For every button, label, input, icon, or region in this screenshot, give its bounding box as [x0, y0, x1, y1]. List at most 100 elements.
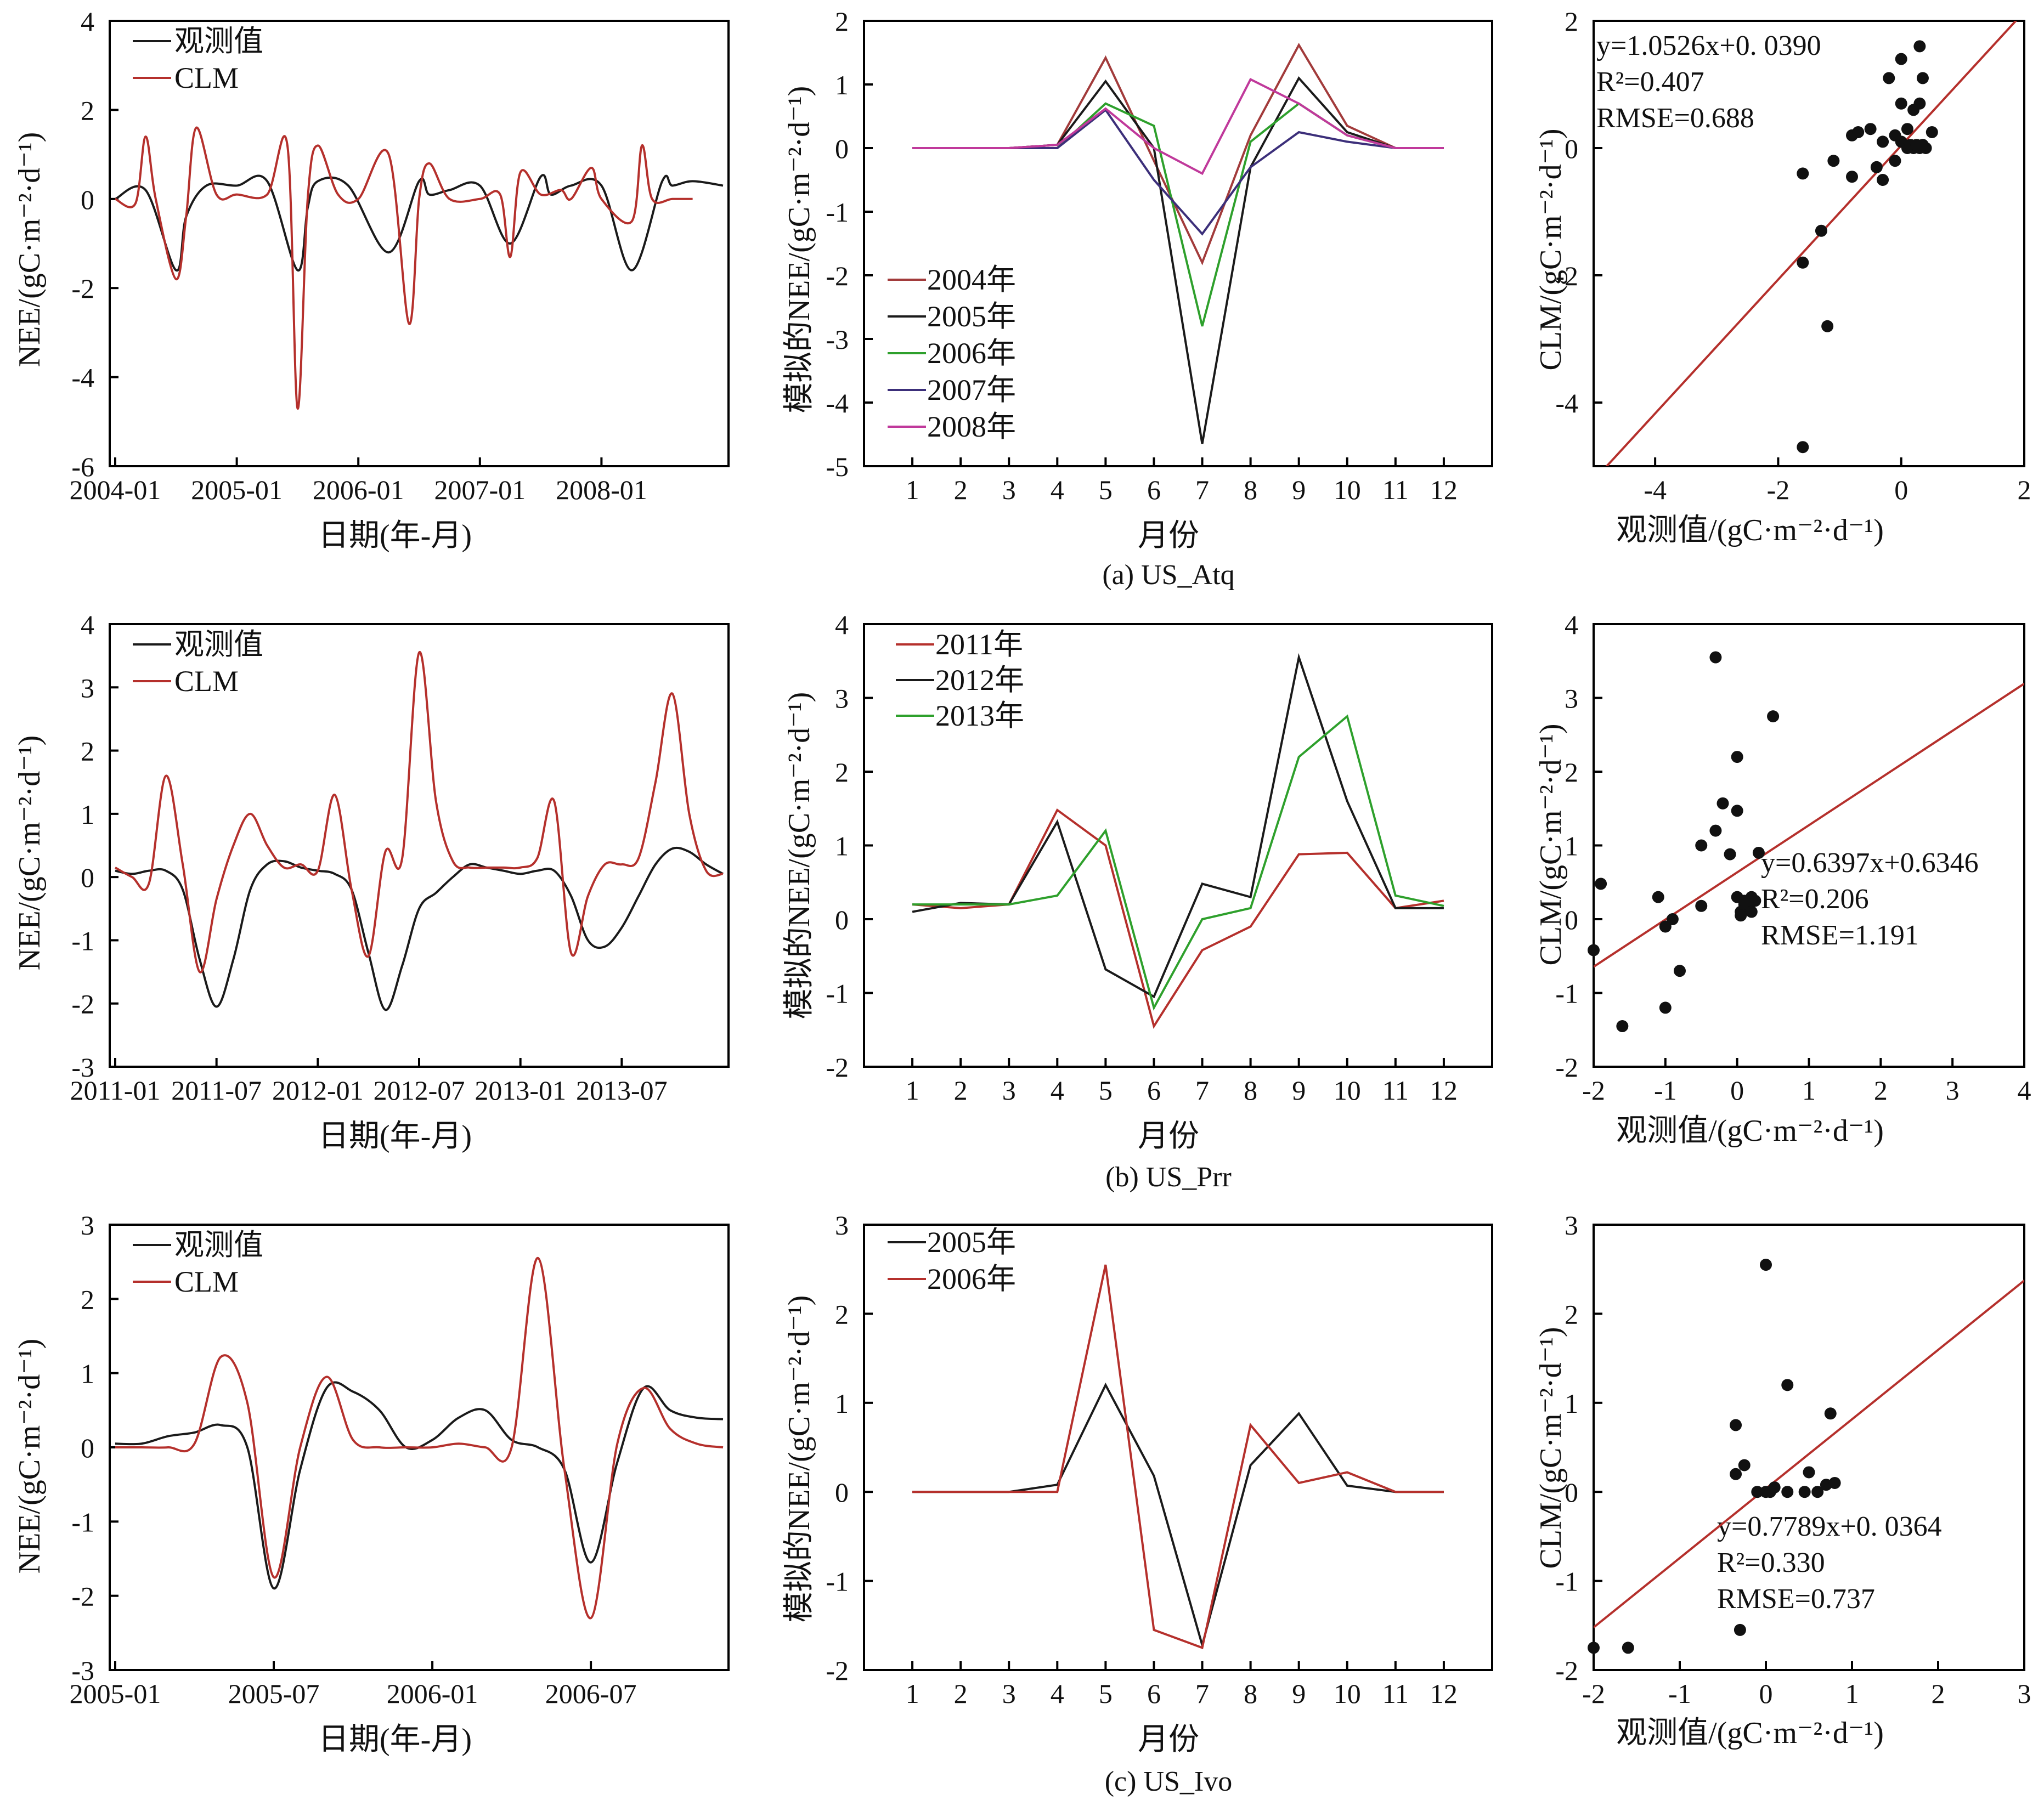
sc-b-ylabel: CLM/(gC·m⁻²·d⁻¹): [1534, 723, 1568, 965]
ts-b-xlabel: 日期(年-月): [318, 1119, 472, 1153]
scatter-point: [1716, 797, 1729, 810]
y-tick-label: -2: [71, 989, 94, 1020]
sc-c-xlabel: 观测值/(gC·m⁻²·d⁻¹): [1616, 1716, 1884, 1750]
y-tick-label: 2: [81, 736, 94, 767]
y-tick-label: 3: [81, 672, 94, 703]
y-tick-label: 0: [835, 133, 849, 164]
ts-a-xlabel: 日期(年-月): [318, 519, 472, 553]
scatter-point: [1797, 441, 1809, 454]
legend-mon-b: 2011年 2012年 2013年: [896, 628, 1024, 732]
y-tick-label: 0: [1565, 133, 1578, 164]
x-tick-label: 4: [1051, 1678, 1064, 1709]
stats-a-equation: y=1.0526x+0. 0390: [1596, 30, 1821, 61]
scatter-point: [1731, 805, 1743, 817]
scatter-point: [1797, 256, 1809, 269]
panel-c-scatter: -2 -1 0 1 2 3 -2 -1 0 1 2 3: [1555, 1210, 2031, 1709]
stats-a: y=1.0526x+0. 0390 R²=0.407 RMSE=0.688: [1596, 30, 1821, 134]
x-tick-label: 2: [1874, 1075, 1888, 1106]
scatter-point: [1724, 848, 1736, 861]
x-tick-label: -1: [1668, 1678, 1691, 1709]
y-tick-label: 2: [835, 757, 849, 788]
x-tick-label: 1: [906, 1678, 919, 1709]
scatter-point: [1751, 1486, 1764, 1498]
y-tick-label: 2: [835, 1299, 849, 1329]
x-tick-label: 1: [1845, 1678, 1859, 1709]
axes-frame: [1593, 20, 2025, 467]
scatter-point: [1821, 320, 1834, 332]
x-tick-label: 12: [1430, 1075, 1458, 1106]
scatter-point: [1926, 126, 1938, 138]
scatter-point: [1803, 1466, 1815, 1479]
scatter-point: [1824, 1407, 1837, 1420]
y-tick-label: -2: [826, 261, 849, 291]
y-tick-label: -1: [1555, 978, 1578, 1009]
sc-c-ylabel: CLM/(gC·m⁻²·d⁻¹): [1534, 1327, 1568, 1569]
scatter-point: [1815, 224, 1827, 237]
scatter-point: [1730, 1468, 1742, 1480]
y-tick-label: -1: [71, 925, 94, 956]
y-tick-label: 4: [835, 609, 849, 640]
x-tick-label: 2006-01: [313, 474, 404, 505]
ts-c-ylabel: NEE/(gC·m⁻²·d⁻¹): [13, 1339, 47, 1574]
axes-frame: [109, 20, 730, 467]
ts-c-xlabel: 日期(年-月): [318, 1723, 472, 1757]
x-tick-label: 11: [1382, 1678, 1409, 1709]
scatter-point: [1659, 1001, 1672, 1014]
scatter-point: [1827, 155, 1840, 167]
stats-c: y=0.7789x+0. 0364 R²=0.330 RMSE=0.737: [1717, 1511, 1942, 1615]
panel-a-timeseries: -6 -4 -2 0 2 4 2004-01 2005-01 2006-01 2007-01 200…: [70, 6, 730, 505]
x-tick-label: 3: [2018, 1678, 2031, 1709]
scatter-point: [1709, 651, 1722, 664]
series-line-obs: [115, 174, 724, 271]
axes-frame: [863, 20, 1493, 467]
legend-ts-c: 观测值 CLM: [133, 1229, 263, 1298]
x-tick-label: 3: [1002, 1075, 1016, 1106]
scatter-point: [1588, 944, 1600, 956]
legend-mon-a: 2004年 2005年 2006年 2007年 2008年: [888, 263, 1016, 443]
series-line-y2011: [912, 1264, 1444, 1650]
y-tick-label: 4: [81, 609, 94, 640]
y-tick-label: -4: [1555, 388, 1578, 418]
x-tick-label: 10: [1334, 1678, 1361, 1709]
panel-b-scatter: -2 -1 0 1 2 3 4 -2 -1 0 1 2 3 4: [1555, 609, 2031, 1106]
x-tick-label: -1: [1654, 1075, 1677, 1106]
y-tick-label: 2: [81, 1284, 94, 1315]
x-tick-label: 2005-01: [191, 474, 283, 505]
y-tick-label: 3: [1565, 1210, 1578, 1241]
mon-c-ylabel: 模拟的NEE/(gC·m⁻²·d⁻¹): [782, 1295, 816, 1623]
stats-c-equation: y=0.7789x+0. 0364: [1717, 1511, 1942, 1542]
sc-b-xlabel: 观测值/(gC·m⁻²·d⁻¹): [1616, 1114, 1884, 1148]
y-tick-label: -4: [826, 388, 849, 418]
y-tick-label: 1: [1565, 1388, 1578, 1419]
legend-label-2004: 2004年: [927, 263, 1016, 296]
x-tick-label: 3: [1002, 474, 1016, 505]
scatter-point: [1652, 891, 1664, 903]
x-tick-label: 9: [1292, 1075, 1306, 1106]
scatter-point: [1735, 909, 1747, 922]
scatter-point: [1852, 126, 1865, 138]
x-tick-label: 5: [1099, 474, 1113, 505]
series-line-clm: [115, 651, 724, 973]
caption-a: (a) US_Atq: [1102, 559, 1234, 591]
x-tick-label: 2: [2018, 474, 2031, 505]
y-tick-label: -2: [826, 1052, 849, 1083]
x-tick-label: 1: [906, 474, 919, 505]
scatter-point: [1811, 1486, 1824, 1498]
y-tick-label: 3: [1565, 683, 1578, 714]
y-tick-label: -6: [71, 451, 94, 482]
series-line-obs: [115, 1381, 724, 1590]
scatter-point: [1674, 965, 1686, 977]
legend-clm-label: CLM: [174, 665, 239, 698]
y-tick-label: 1: [1565, 831, 1578, 862]
y-tick-label: 3: [835, 683, 849, 714]
stats-b: y=0.6397x+0.6346 R²=0.206 RMSE=1.191: [1761, 847, 1979, 951]
x-tick-label: 0: [1759, 1678, 1773, 1709]
y-tick-label: 0: [81, 862, 94, 893]
scatter-point: [1752, 846, 1765, 859]
legend-clm-label: CLM: [174, 1265, 239, 1298]
legend-ts-a: 观测值 CLM: [133, 25, 263, 94]
fit-line: [1605, 21, 2018, 466]
x-tick-label: 4: [2018, 1075, 2031, 1106]
